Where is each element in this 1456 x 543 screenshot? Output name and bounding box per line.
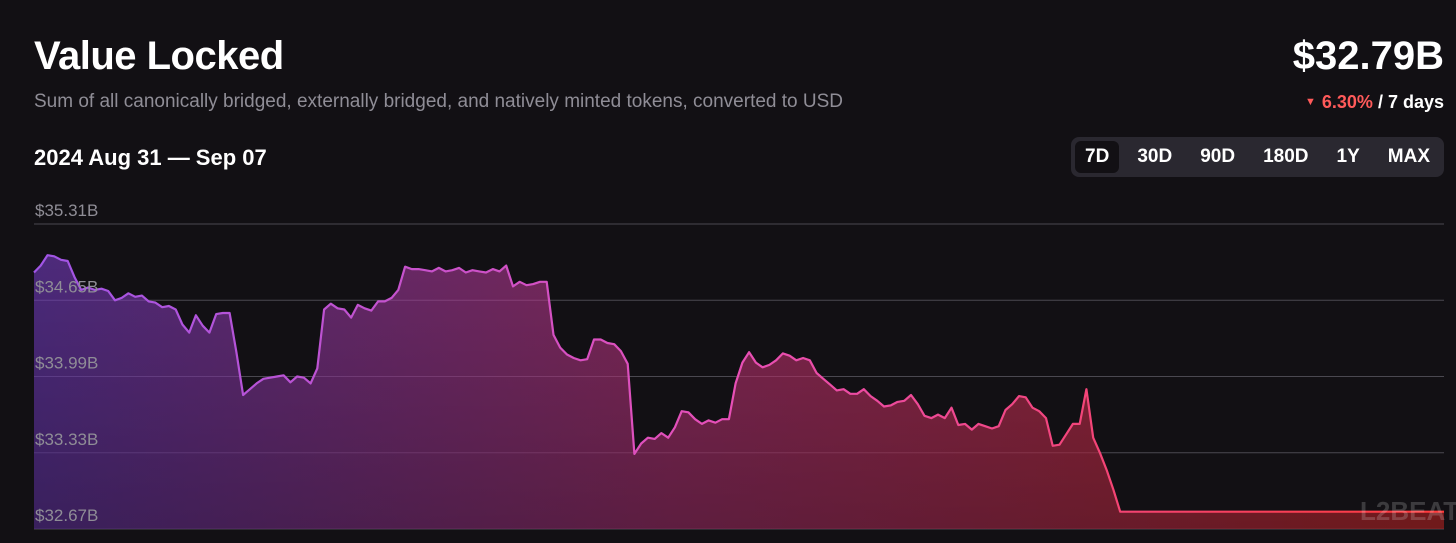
date-range-label: 2024 Aug 31 — Sep 07: [34, 145, 267, 170]
value-change: ▼ 6.30% / 7 days: [1305, 90, 1444, 114]
tab-30d[interactable]: 30D: [1137, 146, 1173, 167]
y-tick-label: $34.65B: [35, 277, 98, 296]
y-tick-label: $35.31B: [35, 201, 98, 220]
y-tick-label: $33.33B: [35, 430, 98, 449]
y-axis-ticks: $35.31B $34.65B $33.99B $33.33B $32.67B: [35, 201, 98, 525]
down-triangle-icon: ▼: [1305, 96, 1316, 108]
watermark-logo: L2BEAT: [1360, 496, 1456, 526]
tab-1y[interactable]: 1Y: [1336, 146, 1360, 167]
change-separator: /: [1372, 92, 1388, 112]
tab-90d[interactable]: 90D: [1200, 146, 1236, 167]
tab-180d[interactable]: 180D: [1263, 146, 1309, 167]
y-tick-label: $32.67B: [35, 506, 98, 525]
change-period: 7 days: [1387, 92, 1444, 112]
chart-title: Value Locked: [34, 34, 284, 78]
area-shade: [34, 255, 1444, 529]
change-percent: 6.30%: [1321, 92, 1373, 112]
y-tick-label: $33.99B: [35, 354, 98, 373]
tab-7d[interactable]: 7D: [1075, 141, 1120, 173]
tab-max[interactable]: MAX: [1387, 146, 1430, 167]
series-line: [33, 254, 1444, 513]
value-locked-chart[interactable]: $35.31B $34.65B $33.99B $33.33B $32.67B L2BE…: [0, 195, 1456, 543]
timeframe-selector: 7D 30D 90D 180D 1Y MAX: [1071, 137, 1444, 177]
chart-subtitle: Sum of all canonically bridged, external…: [34, 91, 843, 112]
total-value: $32.79B: [1292, 34, 1444, 78]
